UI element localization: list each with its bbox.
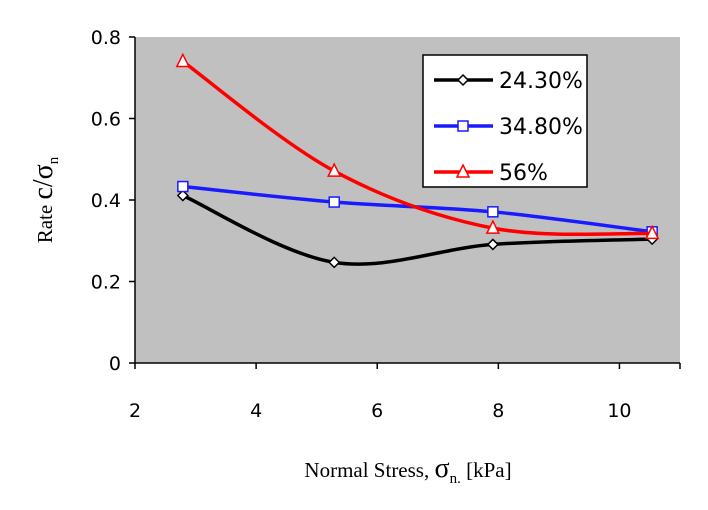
legend-box bbox=[422, 54, 588, 188]
series-group bbox=[175, 52, 660, 269]
legend: 24.30% 34.80% 56% bbox=[422, 54, 588, 188]
legend-label: 56% bbox=[499, 161, 548, 186]
x-tick-label: 10 bbox=[607, 400, 631, 422]
square-marker bbox=[457, 120, 469, 132]
triangle-marker bbox=[644, 224, 660, 240]
diamond-marker bbox=[328, 256, 341, 269]
diamond-marker bbox=[456, 73, 470, 87]
legend-label: 34.80% bbox=[499, 115, 583, 140]
triangle-marker bbox=[327, 162, 342, 177]
x-tick-label: 6 bbox=[371, 400, 383, 422]
diamond-marker bbox=[486, 238, 499, 251]
y-axis-title: Rate c/σn bbox=[28, 156, 62, 243]
series-56% bbox=[175, 52, 660, 240]
x-tick-label: 2 bbox=[129, 400, 141, 422]
axes: 0 0.2 0.4 0.6 0.8 2 4 6 8 10 bbox=[91, 27, 681, 422]
y-tick-label: 0.4 bbox=[91, 190, 121, 212]
x-tick-label: 4 bbox=[250, 400, 262, 422]
y-tick-label: 0 bbox=[109, 353, 121, 375]
triangle-marker bbox=[455, 163, 471, 178]
y-tick-label: 0.8 bbox=[91, 27, 121, 49]
y-tick-label: 0.6 bbox=[91, 109, 121, 131]
x-axis-title: Normal Stress, σn. [kPa] bbox=[304, 453, 511, 487]
diamond-marker bbox=[176, 189, 189, 202]
square-marker bbox=[328, 196, 340, 208]
series-line bbox=[182, 193, 653, 266]
x-tick-label: 8 bbox=[492, 400, 504, 422]
legend-label: 24.30% bbox=[499, 69, 583, 94]
square-marker bbox=[487, 206, 499, 218]
triangle-marker bbox=[175, 52, 191, 68]
y-tick-label: 0.2 bbox=[91, 272, 121, 294]
triangle-marker bbox=[485, 219, 501, 234]
series-line bbox=[181, 60, 653, 237]
plot-area bbox=[135, 37, 680, 363]
square-marker bbox=[177, 180, 189, 193]
